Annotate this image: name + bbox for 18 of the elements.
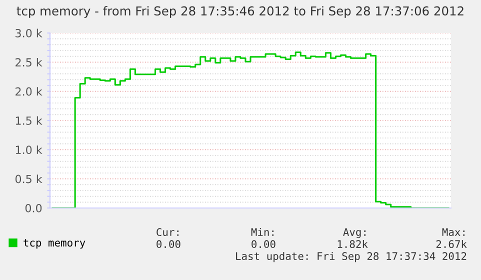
- text: Cur:: [156, 228, 178, 236]
- y-tick-label: 3.0 k: [16, 28, 42, 38]
- text: 2.67k: [436, 240, 467, 248]
- y-tick-label: 0.5 k: [15, 174, 42, 184]
- y-tick-label: 1.0 k: [16, 145, 42, 154]
- text: 0.00: [156, 240, 180, 248]
- y-tick-label: 1.5 k: [16, 116, 42, 125]
- chart-title: tcp memory - from Fri Sep 28 17:35:46 2012 to Fri Sep 28 17:37:06 2012: [16, 6, 464, 18]
- text: Avg:: [343, 228, 366, 238]
- text: 0.00: [252, 240, 276, 248]
- text: Min:: [251, 228, 274, 236]
- y-tick-label: 0.0: [25, 204, 42, 212]
- text: Last update: Fri Sep 28 17:37:34 2012: [236, 252, 466, 262]
- y-tick-label: 2.0 k: [16, 87, 42, 96]
- legend-label: tcp memory: [24, 239, 86, 249]
- y-tick-label: 2.5 k: [16, 58, 42, 67]
- text: Max:: [442, 228, 464, 236]
- text: 1.82k: [338, 240, 368, 248]
